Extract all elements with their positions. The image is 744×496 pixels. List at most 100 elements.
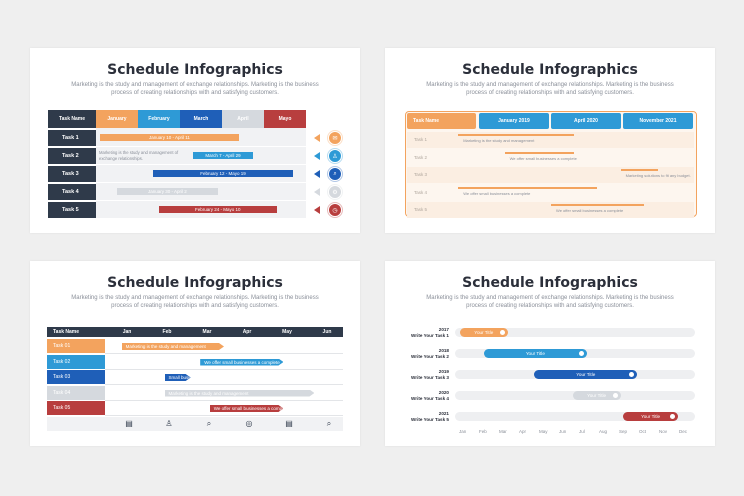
- task-bar[interactable]: Marketing is the study and management: [165, 390, 315, 397]
- task-bar[interactable]: February 12 - Mayo 19: [152, 170, 294, 177]
- month-label: Nov: [659, 429, 668, 434]
- task-line[interactable]: [504, 151, 575, 154]
- pill-handle[interactable]: [629, 372, 635, 377]
- month-header: March: [180, 110, 222, 128]
- month-label: Jun: [559, 429, 567, 434]
- icon-ring: [327, 166, 343, 182]
- month-label: Dec: [679, 429, 688, 434]
- pill-label: Your Title: [474, 330, 494, 335]
- task-year: 2018: [438, 348, 449, 353]
- slide-title: Schedule Infographics: [462, 275, 638, 291]
- task-bar[interactable]: Marketing is the study and management: [122, 343, 224, 350]
- task-bar[interactable]: January 30 - April 2: [117, 188, 218, 195]
- table-row: [407, 184, 694, 201]
- task-note: Marketing is the study and management of…: [99, 150, 179, 161]
- task-label: Task 3: [48, 166, 96, 182]
- task-label: Task 5: [48, 202, 96, 218]
- pill-handle[interactable]: [612, 393, 618, 398]
- task-pill[interactable]: [483, 349, 587, 358]
- task-bar[interactable]: January 10 - April 11: [100, 134, 239, 141]
- month-header: May: [282, 329, 292, 335]
- corner-header: Task Name: [47, 327, 105, 337]
- task-line[interactable]: [458, 186, 598, 189]
- task-pill[interactable]: [459, 328, 508, 337]
- task-label: Task 05: [47, 401, 105, 415]
- pointer-arrow: [314, 134, 320, 142]
- pill-label: Your Title: [525, 351, 545, 356]
- task-bar[interactable]: We offer small businesses a complete: [210, 405, 284, 412]
- row-divider: [96, 164, 306, 165]
- icon-ring: [327, 202, 343, 218]
- task-pill[interactable]: [572, 391, 621, 400]
- month-label: Oct: [639, 429, 647, 434]
- table-row: [407, 132, 694, 148]
- slide-subtitle: Marketing is the study and management of…: [426, 82, 674, 96]
- month-header: Mayo: [264, 110, 306, 128]
- task-label: Task 2: [414, 154, 428, 160]
- document-icon: ▤: [285, 419, 293, 428]
- pointer-arrow: [314, 170, 320, 178]
- task-note: We offer small businesses a complete: [463, 190, 531, 196]
- task-label: Task 4: [414, 189, 428, 195]
- month-label: Apr: [519, 429, 527, 434]
- task-bar[interactable]: Small businesses: [165, 374, 191, 381]
- month-header: April: [222, 110, 264, 128]
- slide-1[interactable]: Schedule Infographics Marketing is the s…: [30, 48, 360, 233]
- corner-header: Task Name: [407, 113, 476, 129]
- row-divider: [96, 182, 306, 183]
- track: [455, 328, 695, 337]
- task-note: We offer small businesses a complete: [556, 208, 624, 213]
- task-label: Write Your Task 2: [411, 354, 449, 359]
- month-label: Jul: [579, 429, 585, 434]
- month-header: February: [138, 110, 180, 128]
- task-label: Task 2: [48, 148, 96, 164]
- task-note: We offer small businesses a complete: [509, 155, 577, 161]
- task-line[interactable]: [458, 134, 575, 136]
- row-divider: [105, 399, 343, 401]
- slide-2[interactable]: Schedule Infographics Marketing is the s…: [385, 48, 715, 233]
- table-row: [407, 149, 694, 166]
- corner-header: Task Name: [48, 110, 96, 128]
- task-label: Task 02: [47, 354, 105, 369]
- task-year: 2019: [438, 369, 449, 374]
- task-line[interactable]: [620, 169, 659, 171]
- task-bar[interactable]: March 7 - April 29: [192, 152, 254, 159]
- task-line[interactable]: [551, 204, 644, 206]
- pill-handle[interactable]: [579, 351, 584, 356]
- task-note: Marketing solutions to fit any budget.: [625, 173, 691, 178]
- document-icon: ▤: [125, 419, 133, 428]
- row-divider: [105, 415, 343, 416]
- month-label: Mar: [499, 429, 507, 434]
- pointer-arrow: [314, 206, 320, 214]
- month-header: Apr: [242, 329, 252, 335]
- month-header: Mar: [202, 329, 212, 335]
- slide-4[interactable]: Schedule Infographics Marketing is the s…: [385, 261, 715, 446]
- task-pill[interactable]: [534, 370, 638, 379]
- icon-ring: [327, 130, 343, 146]
- task-label: Task 04: [47, 385, 105, 400]
- task-note: Marketing is the study and management: [463, 138, 535, 143]
- task-pill[interactable]: [623, 412, 679, 421]
- pill-label: Your Title: [587, 393, 607, 398]
- task-label: Task 03: [47, 370, 105, 384]
- month-label: May: [539, 429, 548, 434]
- task-label: Task 01: [47, 339, 105, 353]
- pill-label: Your Title: [641, 414, 661, 419]
- task-label: Write Your Task 4: [411, 396, 449, 401]
- task-bar[interactable]: We offer small businesses a complete: [200, 359, 283, 366]
- row-divider: [96, 200, 306, 201]
- pill-handle[interactable]: [670, 414, 676, 419]
- slide-title: Schedule Infographics: [107, 275, 283, 291]
- pointer-arrow: [314, 188, 320, 196]
- task-bar[interactable]: February 24 - Mayo 10: [159, 206, 277, 213]
- pill-handle[interactable]: [499, 330, 505, 335]
- table-row: [407, 167, 694, 183]
- month-header: January: [96, 110, 138, 128]
- column-header: January 2019: [479, 113, 549, 129]
- slide-subtitle: Marketing is the study and management of…: [426, 295, 674, 309]
- slide-3[interactable]: Schedule Infographics Marketing is the s…: [30, 261, 360, 446]
- task-year: 2021: [438, 411, 449, 416]
- row-divider: [96, 146, 306, 147]
- icon-ring: [327, 184, 343, 200]
- row-divider: [105, 353, 343, 354]
